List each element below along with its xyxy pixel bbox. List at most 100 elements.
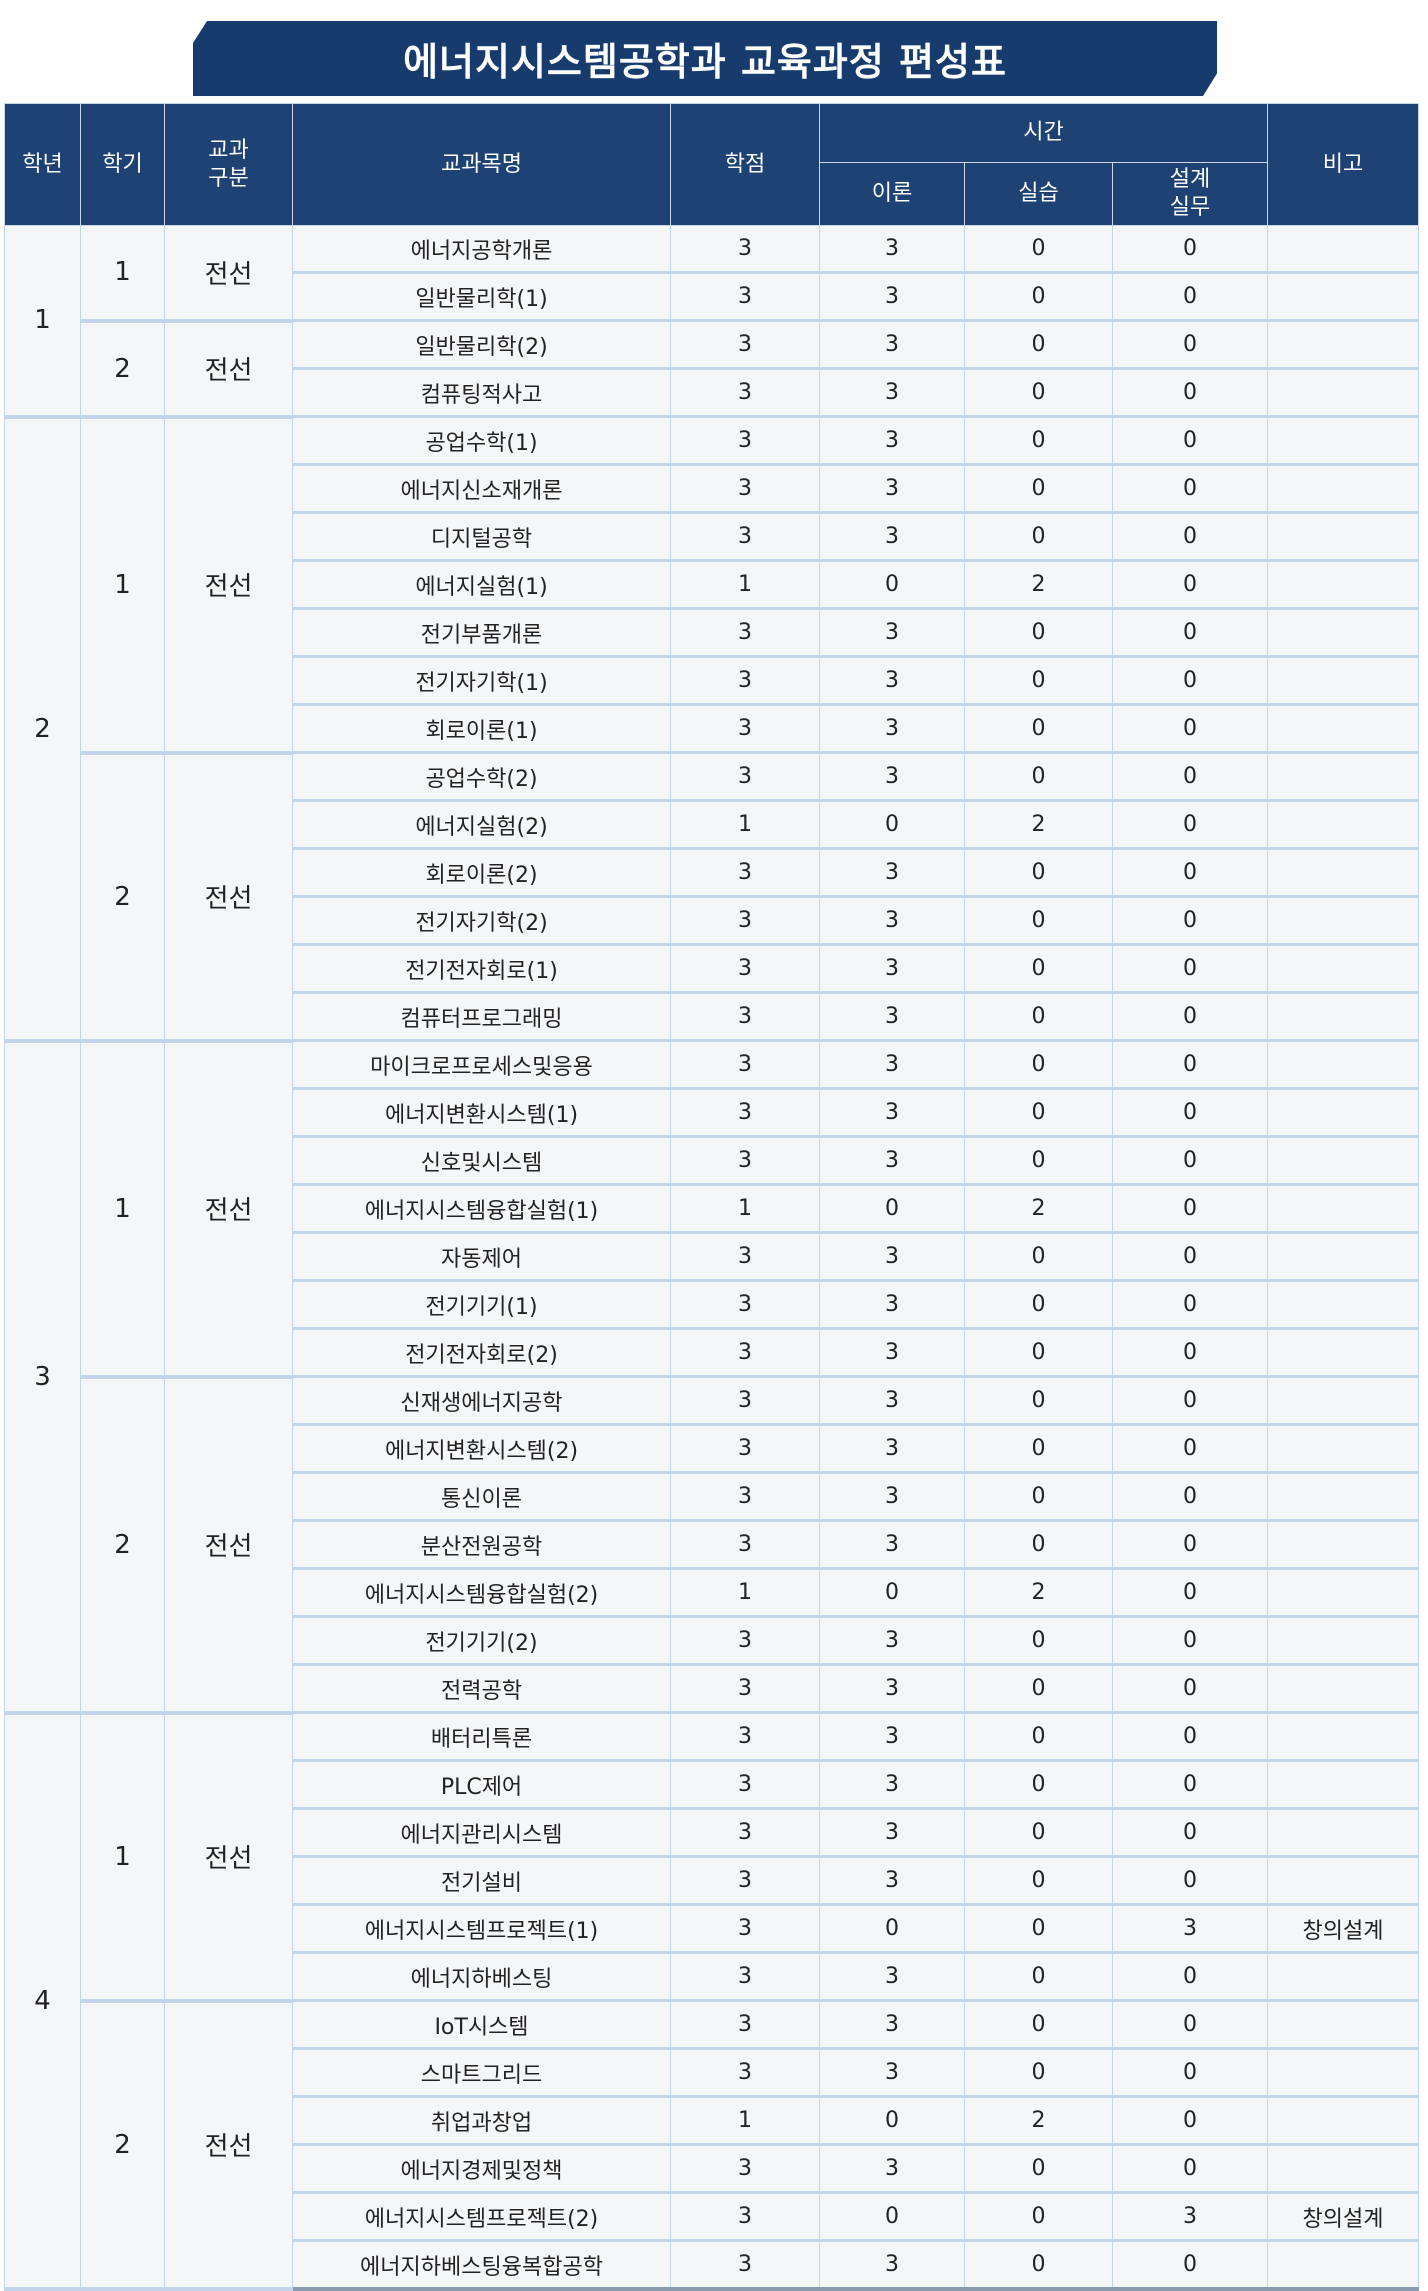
note-cell <box>1267 1711 1419 1761</box>
category-cell: 전선 <box>164 751 293 1043</box>
table-row: 전기자기학(2) 3 3 0 0 <box>5 895 1419 945</box>
course-name: 전기전자회로(2) <box>292 1327 671 1377</box>
design-hours: 0 <box>1112 1183 1268 1233</box>
note-cell <box>1267 991 1419 1041</box>
note-cell <box>1267 1279 1419 1329</box>
theory-hours: 0 <box>819 799 965 849</box>
theory-hours: 3 <box>819 1711 965 1761</box>
design-hours: 0 <box>1112 607 1268 657</box>
note-cell <box>1267 1087 1419 1137</box>
course-name: 에너지시스템융합실험(1) <box>292 1183 671 1233</box>
design-hours: 0 <box>1112 895 1268 945</box>
table-row: 전기부품개론 3 3 0 0 <box>5 607 1419 657</box>
credit-cell: 3 <box>670 1135 820 1185</box>
practice-hours: 0 <box>964 511 1113 561</box>
theory-hours: 3 <box>819 415 965 465</box>
note-cell <box>1267 1615 1419 1665</box>
header-course: 교과목명 <box>292 103 671 226</box>
practice-hours: 0 <box>964 943 1113 993</box>
table-row: 전기설비 3 3 0 0 <box>5 1855 1419 1905</box>
theory-hours: 3 <box>819 2143 965 2193</box>
design-hours: 0 <box>1112 1855 1268 1905</box>
course-name: 일반물리학(2) <box>292 319 671 369</box>
category-cell: 전선 <box>164 225 293 323</box>
credit-cell: 3 <box>670 511 820 561</box>
practice-hours: 0 <box>964 1663 1113 1713</box>
note-cell <box>1267 2095 1419 2145</box>
theory-hours: 3 <box>819 1519 965 1569</box>
theory-hours: 3 <box>819 271 965 321</box>
practice-hours: 0 <box>964 895 1113 945</box>
practice-hours: 0 <box>964 991 1113 1041</box>
header-category: 교과 구분 <box>164 103 293 226</box>
course-name: 에너지신소재개론 <box>292 463 671 513</box>
course-name: 에너지시스템융합실험(2) <box>292 1567 671 1617</box>
theory-hours: 3 <box>819 1999 965 2049</box>
theory-hours: 3 <box>819 1759 965 1809</box>
course-name: 에너지시스템프로젝트(2) <box>292 2191 671 2241</box>
practice-hours: 2 <box>964 1567 1113 1617</box>
theory-hours: 0 <box>819 559 965 609</box>
note-cell <box>1267 1567 1419 1617</box>
design-hours: 0 <box>1112 511 1268 561</box>
practice-hours: 0 <box>964 751 1113 801</box>
practice-hours: 0 <box>964 1951 1113 2001</box>
design-hours: 0 <box>1112 1087 1268 1137</box>
note-cell <box>1267 943 1419 993</box>
design-hours: 0 <box>1112 751 1268 801</box>
note-cell <box>1267 1423 1419 1473</box>
design-hours: 0 <box>1112 1423 1268 1473</box>
credit-cell: 3 <box>670 1807 820 1857</box>
course-name: 에너지하베스팅 <box>292 1951 671 2001</box>
note-cell <box>1267 1759 1419 1809</box>
note-cell <box>1267 2143 1419 2193</box>
theory-hours: 3 <box>819 607 965 657</box>
category-cell: 전선 <box>164 1711 293 2003</box>
practice-hours: 0 <box>964 319 1113 369</box>
credit-cell: 3 <box>670 1279 820 1329</box>
note-cell: 창의설계 <box>1267 2191 1419 2241</box>
practice-hours: 0 <box>964 2143 1113 2193</box>
practice-hours: 0 <box>964 1999 1113 2049</box>
theory-hours: 0 <box>819 2095 965 2145</box>
semester-cell: 2 <box>80 1375 165 1715</box>
course-name: 에너지시스템프로젝트(1) <box>292 1903 671 1953</box>
note-cell <box>1267 1375 1419 1425</box>
practice-hours: 0 <box>964 655 1113 705</box>
course-name: 에너지실험(1) <box>292 559 671 609</box>
theory-hours: 3 <box>819 1279 965 1329</box>
course-name: 통신이론 <box>292 1471 671 1521</box>
header-note: 비고 <box>1267 103 1419 226</box>
table-body: 1 1 전선 에너지공학개론 3 3 0 0 일반물리학(1) 3 3 0 0 2 전선 일반물리학(2) 3 3… <box>4 225 1419 2291</box>
course-name: 마이크로프로세스및응용 <box>292 1039 671 1089</box>
theory-hours: 3 <box>819 1087 965 1137</box>
design-hours: 3 <box>1112 2191 1268 2241</box>
note-cell: 창의설계 <box>1267 1903 1419 1953</box>
course-name: 컴퓨팅적사고 <box>292 367 671 417</box>
course-name: 에너지경제및정책 <box>292 2143 671 2193</box>
practice-hours: 0 <box>964 1327 1113 1377</box>
design-hours: 0 <box>1112 655 1268 705</box>
header-semester: 학기 <box>80 103 165 226</box>
table-row: 에너지시스템융합실험(2) 1 0 2 0 <box>5 1567 1419 1617</box>
credit-cell: 3 <box>670 751 820 801</box>
table-row: 1 1 전선 에너지공학개론 3 3 0 0 <box>4 225 1419 419</box>
practice-hours: 0 <box>964 1135 1113 1185</box>
theory-hours: 3 <box>819 991 965 1041</box>
table-row: 컴퓨팅적사고 3 3 0 0 <box>5 367 1419 417</box>
course-name: 전기자기학(2) <box>292 895 671 945</box>
practice-hours: 0 <box>964 1423 1113 1473</box>
theory-hours: 3 <box>819 1807 965 1857</box>
theory-hours: 0 <box>819 1903 965 1953</box>
practice-hours: 2 <box>964 1183 1113 1233</box>
category-cell: 전선 <box>164 1375 293 1715</box>
design-hours: 0 <box>1112 2095 1268 2145</box>
theory-hours: 3 <box>819 703 965 753</box>
note-cell <box>1267 1135 1419 1185</box>
course-name: 전기부품개론 <box>292 607 671 657</box>
credit-cell: 3 <box>670 1231 820 1281</box>
header-year: 학년 <box>4 103 81 226</box>
credit-cell: 3 <box>670 607 820 657</box>
course-name: 전기기기(2) <box>292 1615 671 1665</box>
theory-hours: 3 <box>819 319 965 369</box>
